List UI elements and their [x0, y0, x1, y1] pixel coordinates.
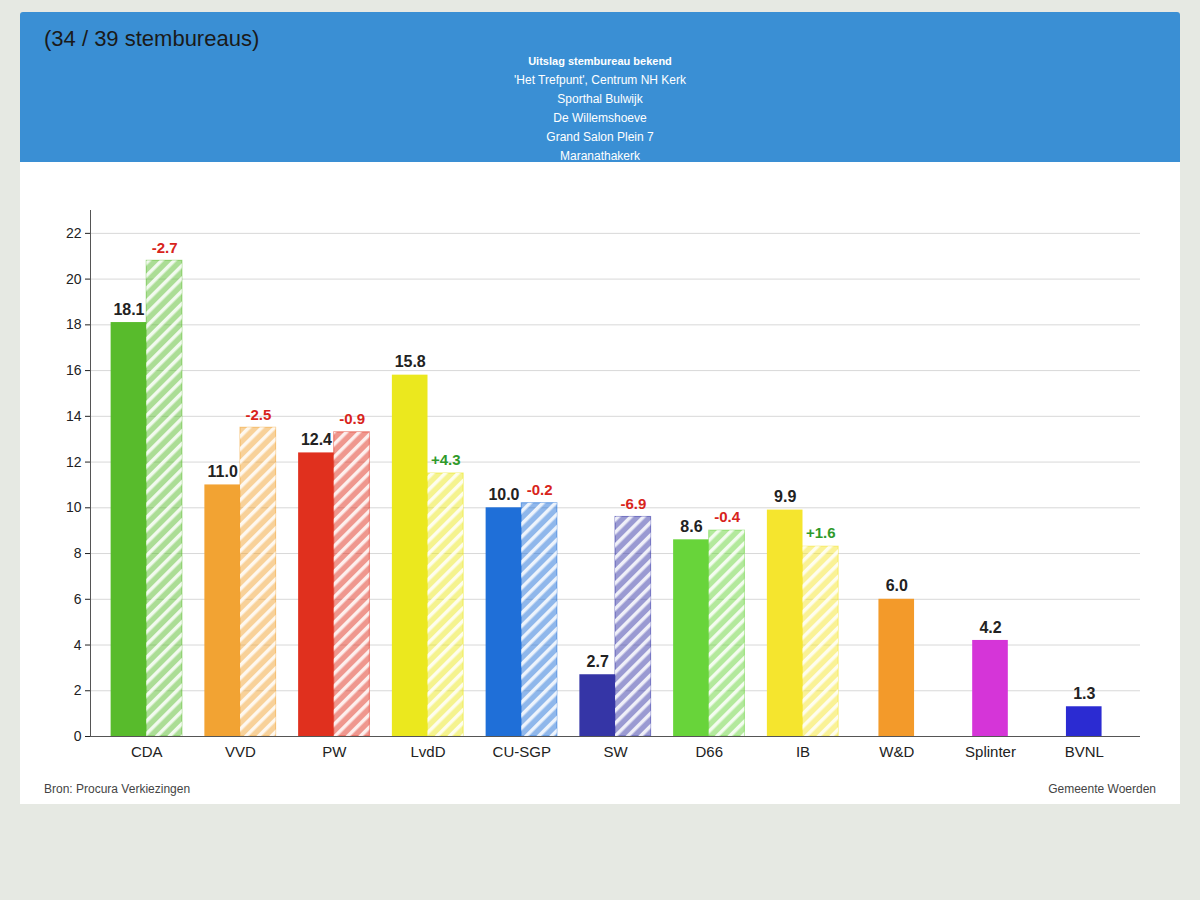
- html-text:Sporthal Bulwijk: Sporthal Bulwijk: [557, 92, 643, 106]
- svg-text:12: 12: [66, 454, 82, 470]
- svg-text:IB: IB: [796, 743, 810, 760]
- svg-text:SW: SW: [603, 743, 628, 760]
- svg-text:-0.4: -0.4: [714, 508, 741, 525]
- html-text:'Het Trefpunt', Centrum NH Ker: 'Het Trefpunt', Centrum NH Kerk: [514, 73, 686, 87]
- html-text:Gemeente Woerden: Gemeente Woerden: [1048, 782, 1156, 796]
- svg-text:LvdD: LvdD: [410, 743, 445, 760]
- svg-text:8: 8: [74, 545, 82, 561]
- svg-text:4.2: 4.2: [979, 619, 1001, 636]
- svg-text:18.1: 18.1: [113, 301, 144, 318]
- svg-text:14: 14: [66, 408, 82, 424]
- html-text:Grand Salon Plein 7: Grand Salon Plein 7: [546, 130, 654, 144]
- svg-text:16: 16: [66, 362, 82, 378]
- svg-text:2.7: 2.7: [587, 653, 609, 670]
- svg-text:VVD: VVD: [225, 743, 256, 760]
- svg-text:12.4: 12.4: [301, 431, 332, 448]
- svg-text:-0.2: -0.2: [527, 481, 553, 498]
- svg-text:0: 0: [74, 728, 82, 744]
- svg-text:10.0: 10.0: [488, 486, 519, 503]
- svg-text:4: 4: [74, 637, 82, 653]
- html-text:Maranathakerk: Maranathakerk: [560, 149, 640, 163]
- svg-text:+1.6: +1.6: [806, 524, 836, 541]
- svg-text:6: 6: [74, 591, 82, 607]
- svg-text:BVNL: BVNL: [1065, 743, 1104, 760]
- svg-text:2: 2: [74, 682, 82, 698]
- html-text:Uitslag stembureau bekend: Uitslag stembureau bekend: [528, 55, 672, 67]
- html-text:(34 / 39 stembureaus): (34 / 39 stembureaus): [44, 26, 260, 51]
- svg-text:20: 20: [66, 271, 82, 287]
- svg-text:18: 18: [66, 316, 82, 332]
- svg-text:+4.3: +4.3: [431, 451, 461, 468]
- svg-text:CU-SGP: CU-SGP: [493, 743, 551, 760]
- svg-text:1.3: 1.3: [1073, 685, 1095, 702]
- svg-text:6.0: 6.0: [886, 577, 908, 594]
- svg-text:10: 10: [66, 499, 82, 515]
- svg-text:-2.7: -2.7: [152, 239, 178, 256]
- svg-text:Splinter: Splinter: [965, 743, 1016, 760]
- html-text:Bron: Procura Verkiezingen: Bron: Procura Verkiezingen: [44, 782, 191, 796]
- svg-text:CDA: CDA: [131, 743, 163, 760]
- svg-text:22: 22: [66, 225, 82, 241]
- svg-text:-6.9: -6.9: [620, 495, 646, 512]
- svg-text:15.8: 15.8: [395, 353, 426, 370]
- svg-text:W&D: W&D: [879, 743, 914, 760]
- svg-text:-2.5: -2.5: [245, 406, 271, 423]
- svg-text:8.6: 8.6: [680, 518, 702, 535]
- svg-text:9.9: 9.9: [774, 488, 796, 505]
- html-text:De Willemshoeve: De Willemshoeve: [553, 111, 647, 125]
- svg-text:-0.9: -0.9: [339, 410, 365, 427]
- svg-text:PW: PW: [322, 743, 347, 760]
- svg-text:D66: D66: [695, 743, 723, 760]
- svg-text:11.0: 11.0: [208, 463, 238, 480]
